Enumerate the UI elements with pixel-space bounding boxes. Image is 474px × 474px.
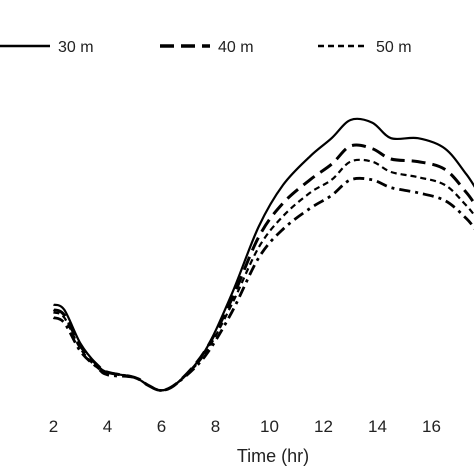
x-tick-label: 14 — [368, 417, 387, 436]
x-tick-label: 8 — [211, 417, 220, 436]
series-line-2 — [52, 143, 474, 392]
x-tick-label: 2 — [49, 417, 58, 436]
x-tick-label: 4 — [103, 417, 112, 436]
legend-label-1: 30 m — [58, 39, 94, 56]
legend: 30 m 40 m 50 m — [0, 39, 412, 56]
series-line-3 — [53, 158, 474, 392]
x-tick-label: 6 — [157, 417, 166, 436]
plot-area — [52, 117, 474, 392]
legend-label-2: 40 m — [218, 39, 254, 56]
x-axis-title: Time (hr) — [237, 446, 309, 466]
x-tick-label: 10 — [260, 417, 279, 436]
x-tick-label: 16 — [422, 417, 441, 436]
series-line-4 — [52, 176, 474, 392]
x-tick-label: 12 — [314, 417, 333, 436]
series-line-1 — [53, 117, 474, 392]
x-axis-ticks: 24681012141618 — [49, 417, 441, 436]
legend-label-3: 50 m — [376, 39, 412, 56]
